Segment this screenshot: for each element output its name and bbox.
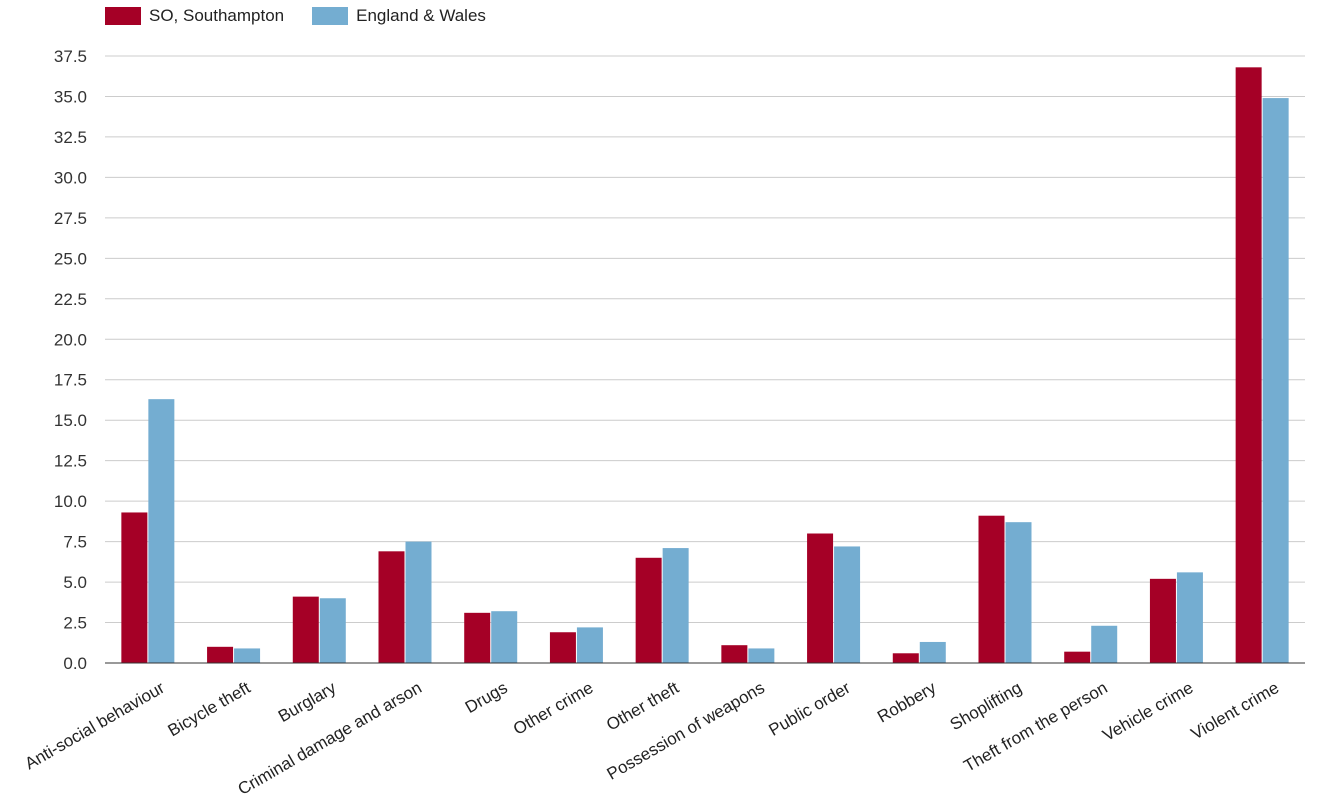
- bar-series-1: [292, 596, 319, 663]
- bar-series-2: [1262, 98, 1289, 664]
- bar-series-1: [207, 646, 234, 663]
- y-tick-label: 0.0: [63, 654, 87, 673]
- bar-series-1: [121, 512, 148, 663]
- bar-series-2: [919, 641, 946, 663]
- y-tick-label: 5.0: [63, 573, 87, 592]
- x-tick-label: Anti-social behaviour: [22, 678, 168, 774]
- x-tick-label: Drugs: [462, 678, 511, 717]
- bar-series-2: [491, 611, 518, 663]
- legend-swatch-series-1: [105, 7, 141, 25]
- y-tick-label: 35.0: [54, 87, 87, 106]
- bar-series-2: [834, 546, 861, 663]
- y-tick-label: 27.5: [54, 209, 87, 228]
- x-tick-label: Shoplifting: [947, 678, 1025, 734]
- bar-series-2: [405, 541, 432, 663]
- bar-series-2: [748, 648, 775, 663]
- x-tick-label: Other theft: [603, 678, 682, 735]
- bar-series-2: [234, 648, 261, 663]
- bar-series-2: [662, 548, 689, 663]
- bar-series-1: [635, 557, 662, 663]
- y-tick-label: 22.5: [54, 290, 87, 309]
- x-tick-label: Bicycle theft: [165, 678, 254, 740]
- legend-label-series-2: England & Wales: [356, 6, 486, 25]
- x-tick-label: Other crime: [510, 678, 596, 739]
- y-tick-label: 10.0: [54, 492, 87, 511]
- bar-series-1: [978, 515, 1005, 663]
- bar-series-2: [576, 627, 603, 663]
- x-tick-label: Public order: [766, 678, 854, 740]
- y-tick-label: 15.0: [54, 411, 87, 430]
- y-tick-label: 12.5: [54, 452, 87, 471]
- y-tick-label: 2.5: [63, 614, 87, 633]
- bar-series-1: [807, 533, 834, 663]
- bar-series-1: [892, 653, 919, 663]
- bar-series-2: [1005, 522, 1032, 663]
- x-tick-label: Robbery: [874, 678, 940, 727]
- bar-series-2: [1091, 625, 1118, 663]
- bar-series-2: [319, 598, 346, 663]
- x-tick-label: Possession of weapons: [604, 678, 768, 784]
- y-tick-label: 7.5: [63, 533, 87, 552]
- y-tick-label: 17.5: [54, 371, 87, 390]
- bar-series-1: [549, 632, 576, 663]
- x-tick-label: Theft from the person: [960, 678, 1110, 776]
- y-tick-label: 30.0: [54, 168, 87, 187]
- bar-series-1: [378, 551, 405, 663]
- bar-series-2: [148, 399, 175, 663]
- bar-series-1: [1149, 578, 1176, 663]
- x-tick-label: Burglary: [275, 678, 340, 726]
- legend-item-series-1: SO, Southampton: [105, 6, 284, 26]
- bar-series-1: [1235, 67, 1262, 663]
- y-tick-label: 37.5: [54, 47, 87, 66]
- legend-swatch-series-2: [312, 7, 349, 25]
- y-tick-label: 25.0: [54, 249, 87, 268]
- x-tick-label: Violent crime: [1188, 678, 1282, 743]
- bar-series-1: [721, 645, 748, 663]
- bar-series-1: [1064, 651, 1091, 663]
- legend-item-series-2: England & Wales: [312, 6, 486, 26]
- y-tick-label: 20.0: [54, 330, 87, 349]
- bar-series-1: [464, 612, 491, 663]
- x-tick-label: Vehicle crime: [1099, 678, 1196, 745]
- legend-label-series-1: SO, Southampton: [149, 6, 285, 25]
- bar-series-2: [1176, 572, 1203, 663]
- legend: SO, Southampton England & Wales: [105, 6, 486, 26]
- y-tick-label: 32.5: [54, 128, 87, 147]
